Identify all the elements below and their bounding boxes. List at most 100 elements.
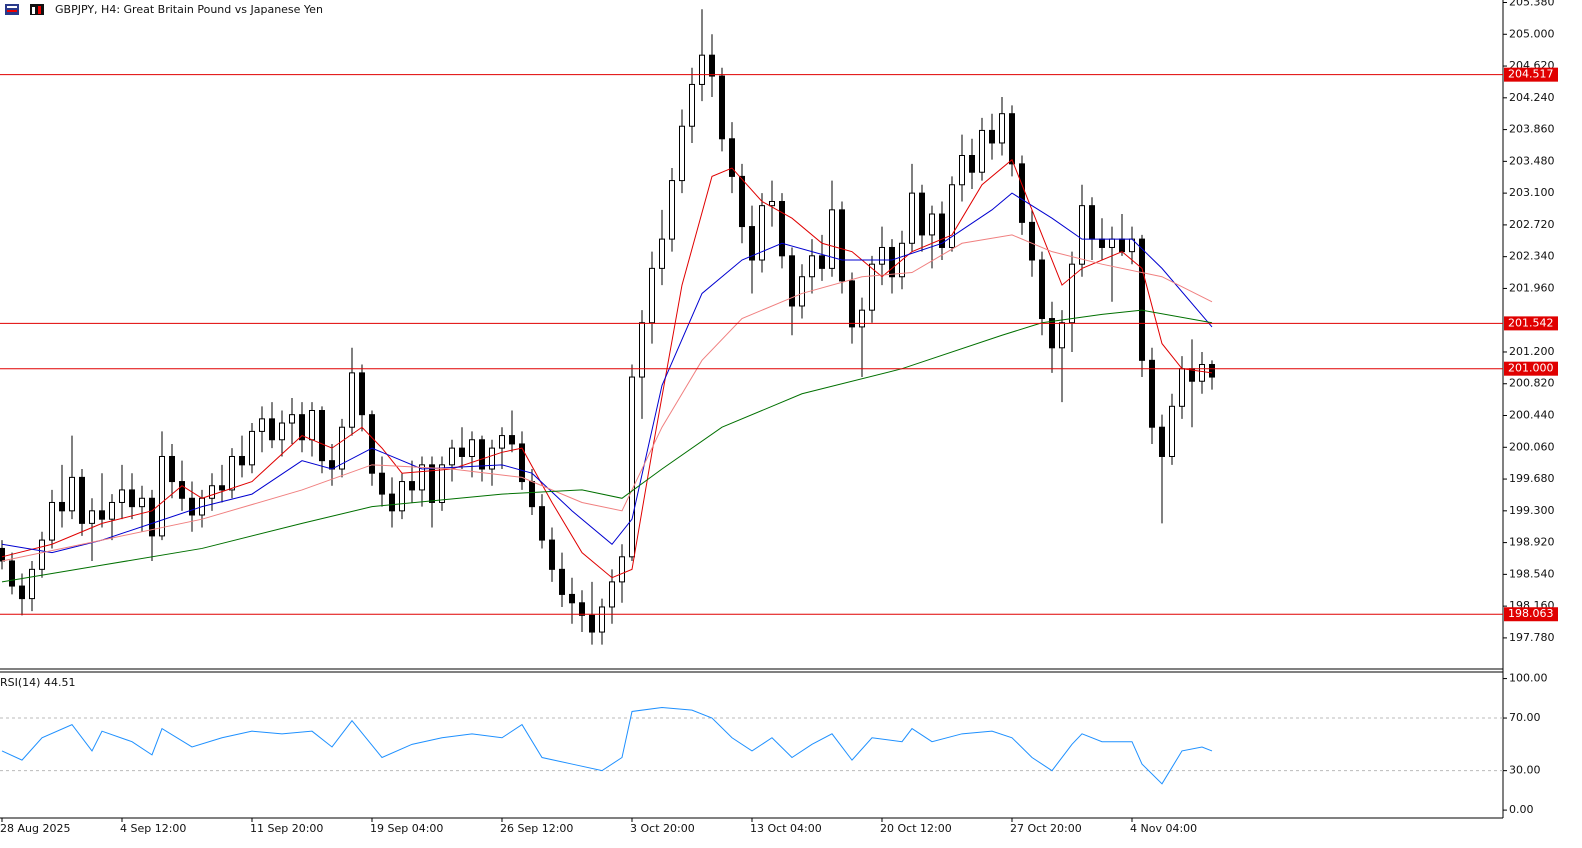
candle-body	[1179, 368, 1185, 407]
y-tick-label: 200.440	[1509, 409, 1555, 422]
candle-body	[359, 372, 365, 416]
rsi-line	[1, 707, 1213, 785]
candle-body	[439, 464, 445, 503]
candle-body	[349, 372, 355, 428]
candle-body	[1029, 221, 1035, 261]
candle-body	[379, 472, 385, 495]
candle-body	[219, 485, 225, 491]
rsi-tick-label: 100.00	[1509, 672, 1548, 685]
candle-body	[39, 539, 45, 570]
candle-body	[539, 506, 545, 541]
candle-body	[209, 485, 215, 499]
symbol-icons	[5, 4, 44, 15]
price-level-label: 201.000	[1508, 362, 1554, 375]
y-tick-label: 197.780	[1509, 631, 1555, 644]
candle-body	[459, 447, 465, 457]
price-level-box	[1504, 361, 1558, 376]
y-tick-label: 201.200	[1509, 345, 1555, 358]
candle-body	[339, 426, 345, 470]
y-tick-label: 205.380	[1509, 0, 1555, 9]
candle-body	[709, 54, 715, 77]
candle-body	[59, 501, 65, 512]
candle-body	[479, 439, 485, 470]
candle-body	[109, 501, 115, 520]
candle-body	[609, 581, 615, 608]
candle-body	[599, 606, 605, 633]
candle-body	[389, 493, 395, 512]
candle-body	[299, 414, 305, 441]
y-tick-label: 200.060	[1509, 440, 1555, 453]
candle-body	[939, 213, 945, 248]
candle-body	[809, 255, 815, 278]
candle-body	[489, 447, 495, 470]
candle-body	[879, 246, 885, 265]
candle-body	[549, 539, 555, 570]
candle-body	[749, 226, 755, 261]
candle-body	[0, 547, 5, 562]
candle-body	[869, 263, 875, 311]
candle-body	[1099, 238, 1105, 248]
candle-body	[1119, 238, 1125, 253]
candle-body	[1009, 113, 1015, 165]
candle-body	[1079, 205, 1085, 265]
candle-body	[99, 510, 105, 520]
moving-average	[1, 192, 1213, 554]
candle-body	[659, 238, 665, 269]
candle-body	[769, 200, 775, 207]
candle-body	[949, 184, 955, 248]
candle-body	[1199, 364, 1205, 382]
price-level-label: 204.517	[1508, 68, 1554, 81]
x-tick-label: 19 Sep 04:00	[370, 822, 443, 835]
candle-body	[719, 75, 725, 140]
candle-body	[1049, 318, 1055, 349]
candle-body	[819, 255, 825, 269]
candle-body	[559, 568, 565, 595]
candle-body	[669, 180, 675, 240]
candle-body	[369, 414, 375, 474]
candle-body	[729, 138, 735, 177]
rsi-label: RSI(14) 44.51	[0, 676, 75, 689]
candle-body	[569, 593, 575, 604]
candle-body	[179, 481, 185, 499]
candle-body	[499, 435, 505, 449]
x-tick-label: 11 Sep 20:00	[250, 822, 323, 835]
candle-body	[579, 602, 585, 616]
candle-body	[149, 497, 155, 537]
x-tick-label: 4 Nov 04:00	[1130, 822, 1197, 835]
candle-body	[49, 501, 55, 541]
price-level-box	[1504, 316, 1558, 331]
candle-body	[409, 481, 415, 491]
candle-body	[1109, 238, 1115, 248]
candle-body	[1039, 259, 1045, 320]
price-level-box	[1504, 607, 1558, 622]
candle-body	[1019, 163, 1025, 223]
candle-body	[789, 255, 795, 307]
price-level-label: 201.542	[1508, 316, 1554, 329]
candle-body	[589, 614, 595, 633]
y-tick-label: 199.300	[1509, 504, 1555, 517]
candle-body	[1069, 263, 1075, 324]
candle-body	[139, 497, 145, 508]
candle-body	[509, 435, 515, 445]
candle-body	[799, 276, 805, 307]
candle-body	[269, 418, 275, 441]
candle-body	[79, 476, 85, 524]
candle-body	[999, 113, 1005, 144]
candle-body	[779, 200, 785, 257]
y-tick-label: 200.820	[1509, 377, 1555, 390]
y-tick-label: 203.100	[1509, 186, 1555, 199]
candle-body	[679, 125, 685, 182]
candle-body	[319, 409, 325, 462]
y-tick-label: 202.720	[1509, 218, 1555, 231]
candle-body	[839, 209, 845, 282]
candle-body	[129, 489, 135, 508]
candle-body	[19, 585, 25, 600]
candle-body	[969, 155, 975, 173]
candle-body	[989, 129, 995, 144]
candle-body	[279, 422, 285, 441]
y-tick-label: 204.240	[1509, 91, 1555, 104]
x-tick-label: 13 Oct 04:00	[750, 822, 822, 835]
candle-body	[89, 510, 95, 524]
price-level-label: 198.063	[1508, 607, 1554, 620]
